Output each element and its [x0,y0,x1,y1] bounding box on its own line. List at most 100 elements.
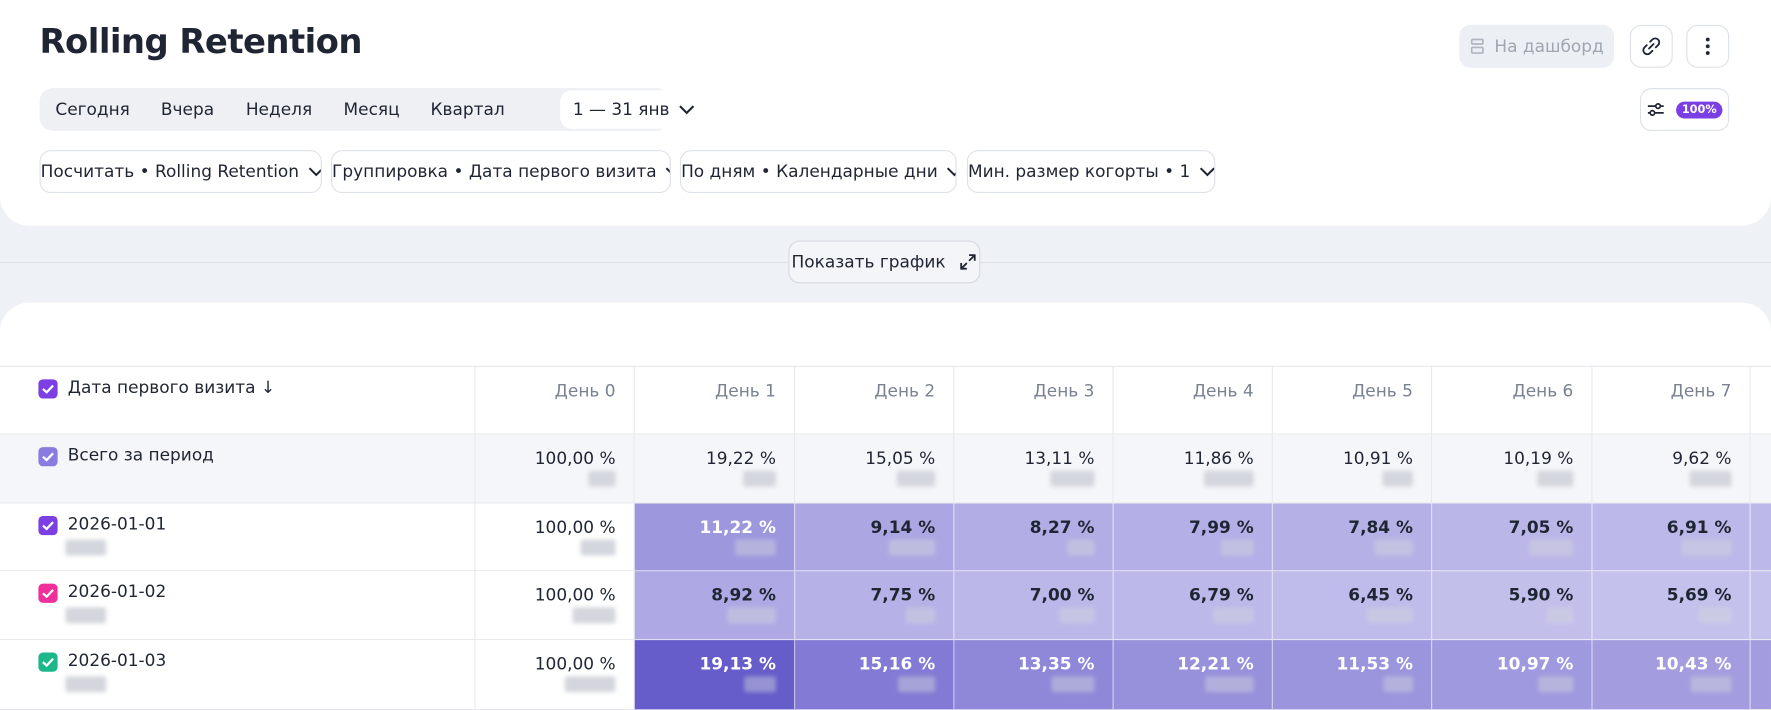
header-cell[interactable]: День 4 [1113,366,1273,435]
filter-button[interactable]: Мин. размер когорты • 1 [966,150,1216,194]
table-cell: 15,16 % [795,640,955,710]
dashboard-button-label: На дашборд [1494,36,1604,57]
blurred-count [65,607,107,624]
cell-value: 15,05 % [865,448,936,469]
filter-button[interactable]: Группировка • Дата первого визита [330,150,671,194]
header-cell[interactable]: День 3 [954,366,1114,435]
table-cell: 13,11 % [954,434,1114,504]
checkbox-check [42,589,54,599]
checkbox-check [42,521,54,531]
row-label: Всего за период [67,444,214,466]
row-label: 2026-01-01 [67,513,167,535]
page-title: Rolling Retention [39,22,363,63]
table-cell: 6,91 % [1592,503,1751,572]
filter-button[interactable]: Посчитать • Rolling Retention [39,150,322,194]
header-cell[interactable]: День 6 [1432,366,1593,435]
cell-value: 13,35 % [1017,653,1095,675]
blurred-count [744,676,776,693]
cell-value: 10,43 % [1654,653,1732,675]
cell-value: 100,00 % [534,653,616,675]
blurred-count [1204,470,1254,487]
column-header: День 3 [1033,380,1095,401]
table-cell: 7,84 % [1272,503,1433,572]
more-icon [1705,37,1710,55]
blurred-count [1366,607,1413,624]
header-cell[interactable]: День 1 [634,366,796,435]
cell-value: 7,75 % [870,584,936,606]
dashboard-button[interactable]: На дашборд [1459,24,1614,68]
cell-value: 100,00 % [534,517,616,538]
checkbox-check [42,452,54,462]
column-header: День 4 [1192,380,1254,401]
link-button[interactable] [1629,24,1673,68]
chevron [947,167,956,177]
table-cell: 9,62 % [1592,434,1751,504]
column-header: Дата первого визита ↓ [67,377,276,398]
checkbox[interactable] [38,515,58,536]
blurred-count [1205,676,1254,693]
cell-value: 8,92 % [711,584,776,606]
blurred-count [897,676,936,693]
table-cell: 13,35 % [954,640,1114,710]
table-cell: 6,45 % [1272,571,1433,641]
cell-value: 6,79 % [1189,584,1254,606]
chevron [678,105,694,115]
top-panel: Rolling Retention На дашборд 1 — 31 янв … [0,0,1771,226]
cell-value: 100,00 % [534,448,616,469]
blurred-count [588,470,616,487]
settings-badge: 100% [1676,101,1723,118]
cell-value: 7,00 % [1029,584,1095,606]
table-cell: 6,79 % [1113,571,1273,641]
cell-value: 10,97 % [1496,653,1574,675]
cell-value: 5,90 % [1508,584,1574,606]
expand-icon [960,254,976,270]
blurred-count [1681,539,1732,556]
blurred-count [1382,470,1413,487]
settings-icon [1647,103,1664,117]
header-cell[interactable]: День 2 [795,366,955,435]
table-cell [1750,503,1771,572]
show-chart-button[interactable]: Показать график [788,240,981,284]
blurred-count [888,539,936,556]
cell-value: 19,13 % [699,653,776,675]
cell-value: 9,62 % [1672,448,1732,469]
checkbox[interactable] [38,379,58,399]
cell-value: 100,00 % [534,584,616,606]
period-option[interactable]: Неделя [245,99,313,120]
header-cell[interactable]: День 7 [1592,366,1751,435]
checkbox[interactable] [38,447,58,467]
blurred-count [1067,539,1095,556]
cell-value: 7,05 % [1508,517,1574,538]
blurred-count [572,607,616,624]
table-cell: 11,86 % [1113,434,1273,504]
more-button[interactable] [1686,24,1730,68]
period-option[interactable]: Сегодня [55,99,130,120]
table-cell: 19,13 % [634,640,796,710]
settings-button[interactable]: 100% [1639,88,1730,131]
table-cell: 8,27 % [954,503,1114,572]
header-cell[interactable]: Дата первого визита ↓ [0,366,476,435]
table-cell: 100,00 % [475,571,635,641]
blurred-count [1546,607,1574,624]
period-option[interactable]: Вчера [160,99,215,120]
cell-value: 11,86 % [1183,448,1254,469]
table-cell: 12,21 % [1113,640,1273,710]
header-cell[interactable]: День 0 [475,366,635,435]
filter-button[interactable]: По дням • Календарные дни [679,150,957,194]
checkbox[interactable] [38,583,58,603]
checkbox[interactable] [38,652,58,672]
period-option[interactable]: Квартал [430,99,505,120]
table-cell: 11,53 % [1272,640,1433,710]
cell-value: 5,69 % [1666,584,1732,606]
filter-label: Мин. размер когорты • 1 [967,161,1191,182]
table-cell: 10,91 % [1272,434,1433,504]
period-option[interactable]: Месяц [343,99,400,120]
table-cell: 7,00 % [954,571,1114,641]
header-cell[interactable]: День 5 [1272,366,1433,435]
header-cell [1750,367,1771,435]
date-range[interactable]: 1 — 31 янв [560,90,708,129]
date-range-label: 1 — 31 янв [572,99,670,120]
cell-value: 7,99 % [1189,517,1254,538]
